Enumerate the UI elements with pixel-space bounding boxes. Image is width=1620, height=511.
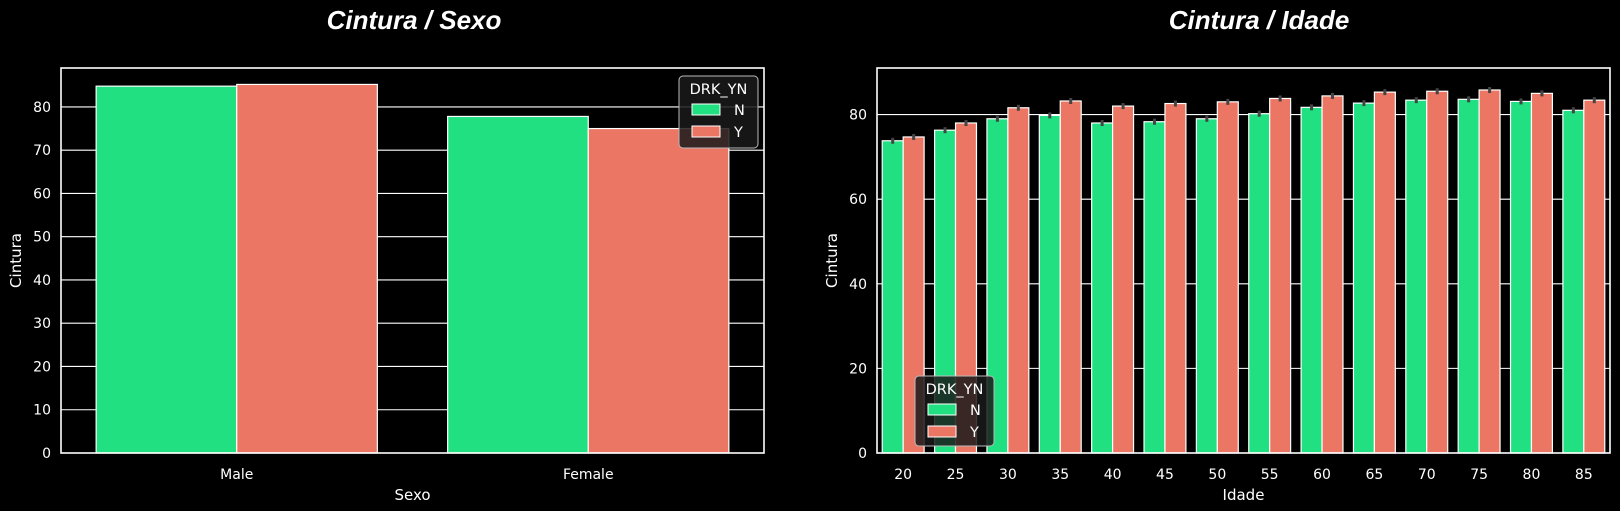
legend-label-Y: Y: [733, 125, 743, 141]
x-tick-label: 20: [894, 467, 912, 483]
bar-N-Male: [95, 85, 238, 454]
chart-title-idade: Cintura / Idade: [1169, 5, 1350, 35]
bar-Y-50: [1216, 101, 1239, 454]
y-tick-label: 10: [33, 403, 51, 419]
bar-Y-70: [1426, 90, 1449, 454]
bar-Y-40: [1112, 105, 1135, 454]
x-tick-label: 55: [1261, 467, 1279, 483]
x-tick-label: 80: [1523, 467, 1541, 483]
bar-N-55: [1248, 113, 1271, 454]
y-tick-label: 60: [849, 192, 867, 208]
legend: DRK_YN NY: [678, 75, 759, 149]
legend: DRK_YN NY: [914, 375, 995, 447]
bar-Y-30: [1007, 107, 1030, 454]
bar-Y-80: [1530, 92, 1554, 454]
bar-Y-65: [1373, 91, 1396, 454]
x-tick-label: 25: [947, 467, 965, 483]
legend-label-N: N: [970, 403, 981, 419]
y-tick-label: 0: [42, 446, 51, 462]
bar-Y-60: [1321, 95, 1344, 454]
y-axis-label: Cintura: [7, 233, 25, 288]
bar-N-70: [1405, 99, 1428, 454]
legend-label-Y: Y: [969, 425, 979, 441]
x-tick-label: 60: [1313, 467, 1331, 483]
x-tick-label: 35: [1051, 467, 1069, 483]
bar-N-40: [1091, 122, 1114, 454]
legend-swatch-Y: [691, 125, 721, 138]
legend-title: DRK_YN: [926, 382, 984, 398]
plot-frame: [60, 67, 765, 454]
bar-N-85: [1562, 109, 1585, 454]
bar-N-65: [1352, 102, 1375, 454]
y-tick-label: 40: [849, 277, 867, 293]
bar-N-75: [1457, 98, 1480, 454]
bar-N-80: [1509, 100, 1533, 454]
y-tick-label: 60: [33, 186, 51, 202]
plot-cintura-sexo: 0 10 20 30 40 50 60 70 80 Male Female Sexo Cintura DR…: [7, 67, 765, 504]
bar-N-50: [1195, 118, 1218, 454]
bar-Y-Male: [236, 83, 378, 454]
x-axis-label: Idade: [1223, 486, 1265, 504]
plot-cintura-idade: 0 20 40 60 80 20 25 30 35 40 45 50 55 60 65 70 75 80 85 Ida…: [823, 67, 1611, 504]
y-tick-label: 80: [33, 100, 51, 116]
legend-title: DRK_YN: [690, 82, 748, 98]
bar-Y-Female: [587, 127, 730, 454]
bar-N-60: [1300, 106, 1323, 454]
bar-N-45: [1143, 121, 1166, 454]
x-tick-label: 30: [999, 467, 1017, 483]
x-axis-label: Sexo: [394, 486, 430, 504]
y-tick-label: 70: [33, 143, 51, 159]
x-tick-label: 65: [1365, 467, 1383, 483]
bar-Y-85: [1583, 99, 1606, 454]
bar-N-35: [1038, 114, 1061, 454]
x-tick-label: Male: [220, 467, 253, 483]
y-axis-label: Cintura: [823, 233, 841, 288]
x-tick-label: Female: [563, 467, 614, 483]
y-tick-label: 20: [849, 361, 867, 377]
x-tick-label: 85: [1575, 467, 1593, 483]
bar-N-Female: [447, 115, 589, 454]
x-tick-label: 40: [1104, 467, 1122, 483]
legend-swatch-N: [691, 103, 721, 116]
y-tick-label: 80: [849, 108, 867, 124]
y-tick-label: 50: [33, 230, 51, 246]
chart-title-sexo: Cintura / Sexo: [327, 5, 502, 35]
bar-Y-75: [1478, 89, 1501, 454]
plot-frame: [876, 67, 1611, 454]
bar-N-20: [881, 140, 904, 454]
x-tick-label: 70: [1418, 467, 1436, 483]
y-tick-label: 30: [33, 316, 51, 332]
x-tick-label: 50: [1208, 467, 1226, 483]
bar-Y-35: [1059, 100, 1082, 454]
y-tick-label: 40: [33, 273, 51, 289]
x-tick-label: 75: [1470, 467, 1488, 483]
bar-Y-55: [1269, 97, 1292, 454]
bar-Y-45: [1164, 102, 1187, 454]
y-tick-label: 0: [858, 446, 867, 462]
legend-swatch-N: [927, 403, 957, 416]
x-tick-label: 45: [1156, 467, 1174, 483]
y-tick-label: 20: [33, 359, 51, 375]
legend-label-N: N: [734, 103, 745, 119]
legend-swatch-Y: [927, 425, 957, 438]
